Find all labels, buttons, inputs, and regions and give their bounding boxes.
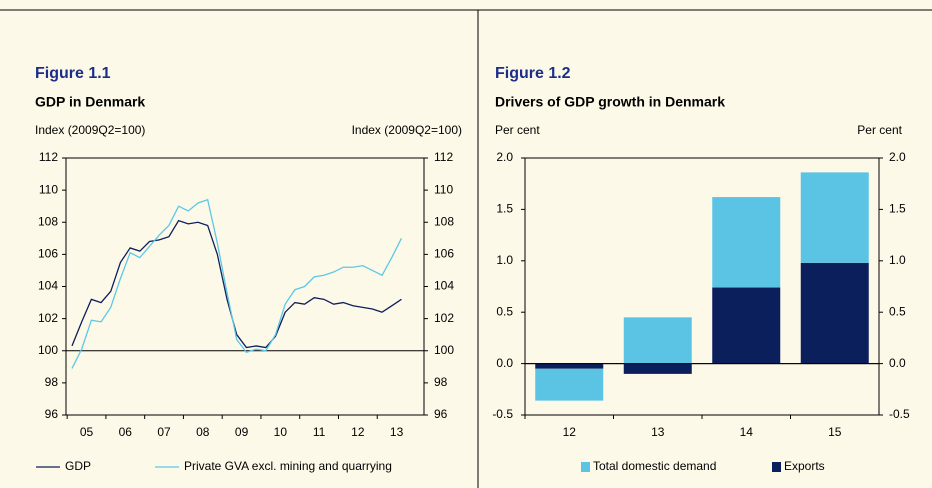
legend-label: Total domestic demand [593,459,716,473]
bar-segment [800,172,869,263]
x-tick-label: 06 [119,425,133,439]
y-tick-label: 108 [38,214,58,228]
y2-tick-label: -0.5 [889,407,910,421]
x-tick-label: 14 [740,425,754,439]
y2-tick-label: 100 [434,343,454,357]
bar-segment [712,287,781,364]
y-tick-label: 2.0 [496,150,513,164]
y2-tick-label: 96 [434,407,448,421]
y-tick-label: 1.0 [496,253,513,267]
y-tick-label: 110 [39,182,58,196]
x-tick-label: 12 [563,425,577,439]
y-tick-label: 112 [39,150,58,164]
y-tick-label: 104 [38,279,58,293]
y-tick-label: 106 [38,247,58,261]
chart-title: GDP in Denmark [35,94,145,110]
y2-tick-label: 0.0 [889,356,906,370]
x-tick-label: 07 [157,425,171,439]
y2-tick-label: 2.0 [889,150,906,164]
legend-label: Private GVA excl. mining and quarrying [184,459,392,473]
y-axis-label: Index (2009Q2=100) [35,123,145,137]
x-tick-label: 05 [80,425,94,439]
bar-segment [623,317,692,364]
y-axis-label: Per cent [495,123,540,137]
x-tick-label: 15 [828,425,842,439]
y-tick-label: 102 [38,311,58,325]
y2-tick-label: 110 [434,182,453,196]
x-tick-label: 12 [351,425,365,439]
y2-tick-label: 1.0 [889,253,906,267]
y-tick-label: 1.5 [496,202,513,216]
figure-label: Figure 1.2 [495,65,571,82]
bar-segment [535,368,604,401]
x-tick-label: 08 [196,425,210,439]
x-tick-label: 11 [313,425,326,439]
y-tick-label: 100 [38,343,58,357]
x-tick-label: 10 [274,425,288,439]
x-tick-label: 13 [651,425,665,439]
y-tick-label: 96 [45,407,59,421]
y2-tick-label: 106 [434,247,454,261]
y2-tick-label: 98 [434,375,448,389]
y-tick-label: 0.0 [496,356,513,370]
y-tick-label: -0.5 [492,407,513,421]
y2-axis-label: Index (2009Q2=100) [352,123,462,137]
bar-segment [535,363,604,369]
legend-swatch [581,462,590,472]
y2-axis-label: Per cent [857,123,902,137]
y2-tick-label: 0.5 [889,304,906,318]
legend-swatch [772,462,781,472]
chart-title: Drivers of GDP growth in Denmark [495,94,725,110]
bar-segment [623,363,692,374]
y-tick-label: 0.5 [496,304,513,318]
y2-tick-label: 108 [434,214,454,228]
figure-label: Figure 1.1 [35,65,111,82]
legend-label: GDP [65,459,91,473]
y2-tick-label: 1.5 [889,202,906,216]
x-tick-label: 13 [390,425,404,439]
y2-tick-label: 102 [434,311,454,325]
line-series [71,219,402,349]
legend-label: Exports [784,459,825,473]
line-series [71,198,403,369]
y-tick-label: 98 [45,375,59,389]
bar-segment [800,262,869,364]
x-tick-label: 09 [235,425,249,439]
y2-tick-label: 104 [434,279,454,293]
y2-tick-label: 112 [434,150,453,164]
bar-segment [712,197,781,288]
